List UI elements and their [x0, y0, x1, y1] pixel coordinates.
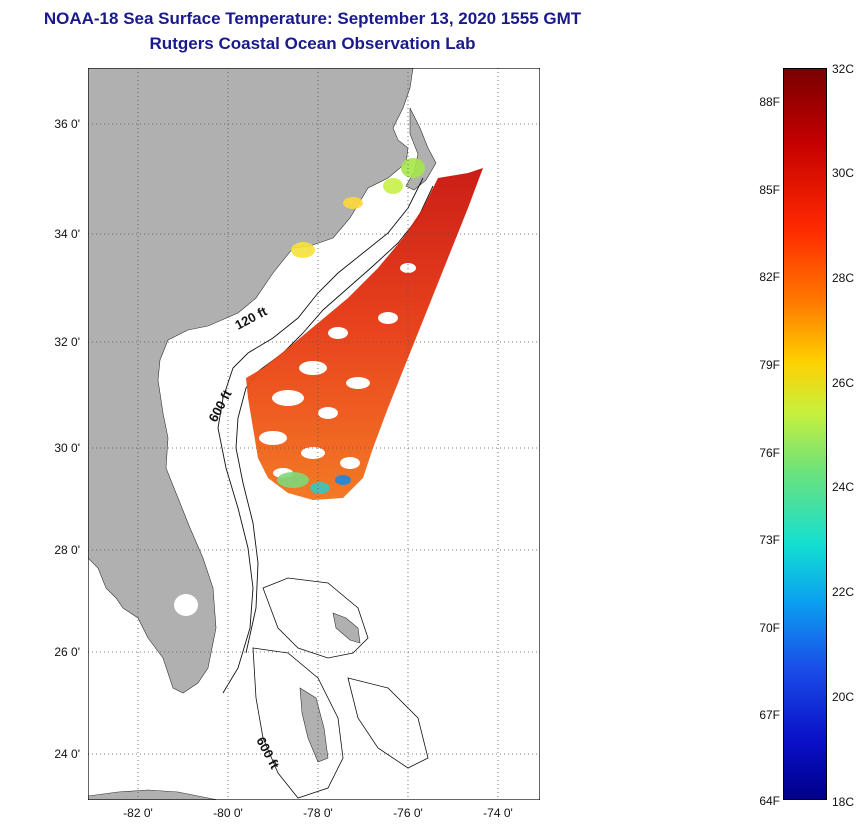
colorbar-label-f: 73F — [759, 533, 780, 547]
graticule — [88, 68, 540, 800]
lon-label: -78 0' — [303, 806, 333, 820]
colorbar-label-c: 28C — [832, 271, 855, 285]
colorbar-label-f: 64F — [759, 794, 780, 808]
lat-label: 28 0' — [54, 543, 80, 557]
lon-label: -82 0' — [123, 806, 153, 820]
cool-patches — [277, 158, 425, 494]
colorbar-label-f: 82F — [759, 270, 780, 284]
lon-label: -76 0' — [393, 806, 423, 820]
colorbar-label-f: 88F — [759, 95, 780, 109]
contour-120ft — [217, 177, 424, 694]
land-bahamas-1 — [332, 612, 361, 644]
temperature-colorbar — [783, 68, 827, 800]
lat-label: 32 0' — [54, 335, 80, 349]
lake-okeechobee — [174, 594, 198, 616]
lat-label: 34 0' — [54, 227, 80, 241]
map-canvas: 120 ft 600 ft 600 ft — [88, 68, 540, 800]
colorbar-label-c: 26C — [832, 376, 855, 390]
colorbar-label-c: 32C — [832, 62, 855, 76]
land-outer-banks — [405, 107, 437, 191]
lat-label: 26 0' — [54, 645, 80, 659]
colorbar-label-f: 76F — [759, 446, 780, 460]
colorbar-label-c: 18C — [832, 795, 855, 809]
map-subtitle: Rutgers Coastal Ocean Observation Lab — [149, 34, 476, 53]
cloud-mask — [259, 263, 416, 478]
colorbar-label-c: 20C — [832, 690, 855, 704]
colorbar-label-c: 30C — [832, 166, 855, 180]
colorbar-label-f: 67F — [759, 708, 780, 722]
sst-swath — [246, 168, 483, 500]
colorbar-label-c: 22C — [832, 585, 855, 599]
sst-map: 120 ft 600 ft 600 ft — [88, 68, 540, 800]
lat-label: 36 0' — [54, 117, 80, 131]
colorbar-label-f: 70F — [759, 621, 780, 635]
colorbar-label-f: 85F — [759, 183, 780, 197]
map-title: NOAA-18 Sea Surface Temperature: Septemb… — [43, 9, 582, 28]
contour-bahamas — [252, 577, 429, 799]
land-bahamas-2 — [299, 687, 329, 763]
lat-label: 24 0' — [54, 747, 80, 761]
lon-label: -74 0' — [483, 806, 513, 820]
colorbar-label-c: 24C — [832, 480, 855, 494]
lat-label: 30 0' — [54, 441, 80, 455]
lon-label: -80 0' — [213, 806, 243, 820]
colorbar-label-f: 79F — [759, 358, 780, 372]
